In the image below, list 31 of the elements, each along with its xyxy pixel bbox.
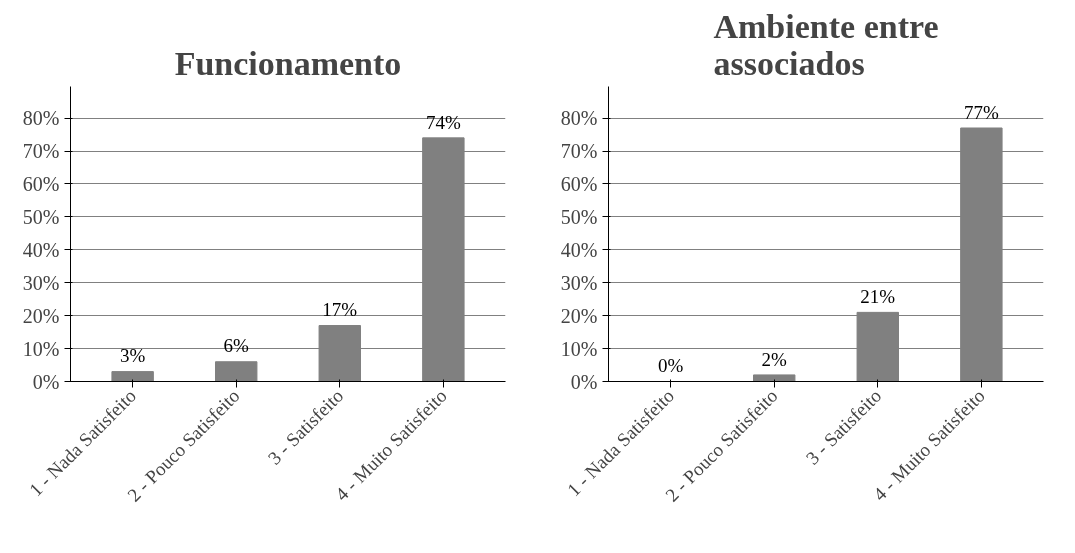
y-tick-label: 20% — [560, 304, 598, 327]
y-tick-label: 40% — [560, 238, 598, 261]
data-label: 0% — [657, 355, 684, 377]
y-tick-label: 50% — [22, 205, 60, 228]
data-label: 77% — [963, 101, 999, 123]
bar — [215, 361, 258, 382]
y-tick-label: 50% — [560, 205, 598, 228]
chart-title: Funcionamento — [174, 44, 402, 82]
y-tick-label: 60% — [22, 172, 60, 195]
y-tick-label: 80% — [22, 107, 60, 130]
data-label: 3% — [119, 345, 146, 367]
data-label: 21% — [860, 286, 896, 308]
data-label: 74% — [425, 111, 461, 133]
data-label: 2% — [761, 348, 788, 370]
y-tick-label: 70% — [560, 140, 598, 163]
y-tick-label: 10% — [22, 337, 60, 360]
y-tick-label: 30% — [560, 271, 598, 294]
bar — [753, 374, 796, 382]
y-tick-label: 10% — [560, 337, 598, 360]
bar — [111, 371, 154, 382]
y-tick-label: 60% — [560, 172, 598, 195]
y-tick-label: 20% — [22, 304, 60, 327]
data-label: 6% — [223, 335, 250, 357]
y-tick-label: 80% — [560, 107, 598, 130]
chart-title: Ambiente entre associados — [713, 7, 939, 82]
y-tick-label: 30% — [22, 271, 60, 294]
y-tick-label: 0% — [32, 370, 60, 393]
data-label: 17% — [322, 299, 358, 321]
y-tick-label: 40% — [22, 238, 60, 261]
y-tick-label: 70% — [22, 140, 60, 163]
y-tick-label: 0% — [570, 370, 598, 393]
